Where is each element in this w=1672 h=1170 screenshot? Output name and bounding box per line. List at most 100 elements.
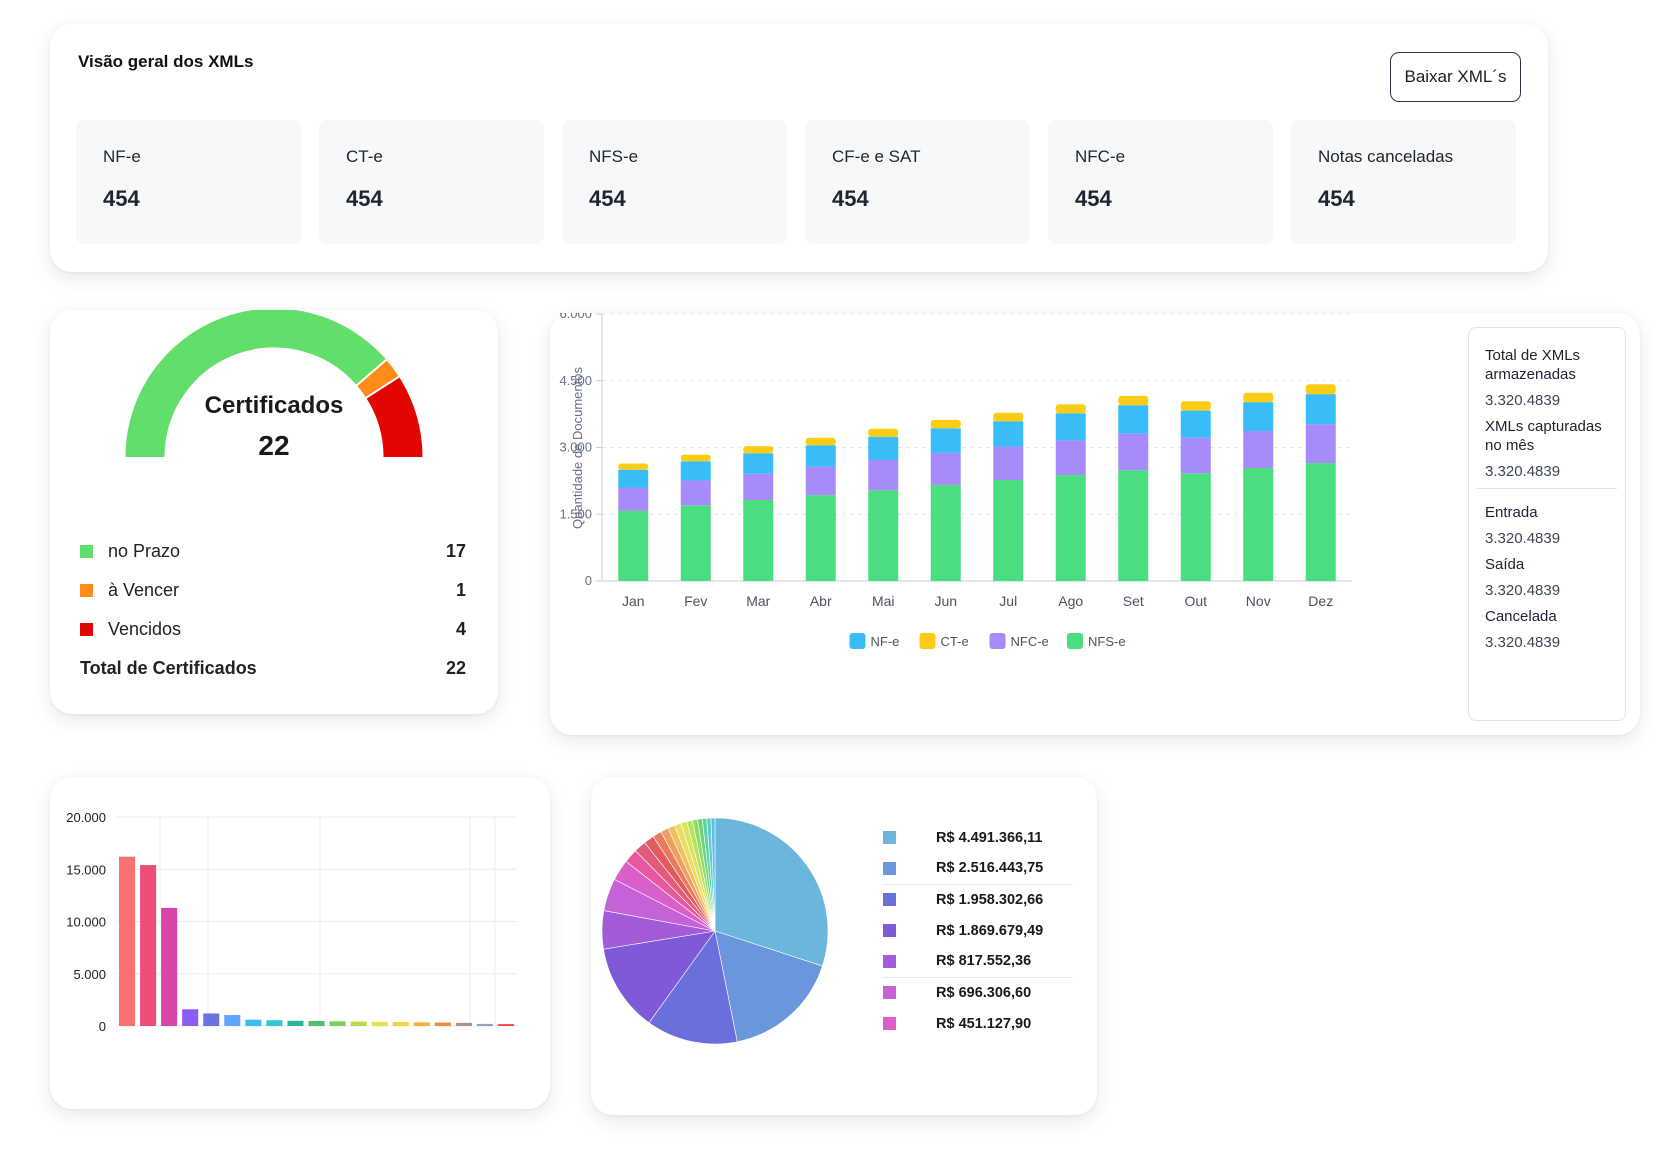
stat-card-cfe-sat[interactable]: CF-e e SAT 454 <box>805 120 1030 244</box>
bar-segment-nfc-e[interactable] <box>930 452 961 485</box>
bar-segment-ct-e[interactable] <box>1180 401 1211 411</box>
bar[interactable] <box>329 1021 346 1026</box>
bar-segment-nfc-e[interactable] <box>805 466 836 496</box>
bar-segment-nfs-e[interactable] <box>1118 470 1149 581</box>
pie-slice[interactable] <box>648 930 738 1045</box>
bar-segment-nf-e[interactable] <box>868 436 899 460</box>
y-tick-label: 10.000 <box>66 915 106 930</box>
legend-label[interactable]: NFC-e <box>1011 634 1049 649</box>
bar-segment-ct-e[interactable] <box>930 419 961 429</box>
bar-segment-nfc-e[interactable] <box>1180 437 1211 474</box>
pie-legend-item[interactable]: R$ 817.552,36 <box>883 945 1073 978</box>
bar-segment-nf-e[interactable] <box>930 428 961 453</box>
bar-segment-nfc-e[interactable] <box>868 459 899 491</box>
pie-legend-item[interactable]: R$ 1.958.302,66 <box>883 883 1073 916</box>
legend-label[interactable]: NF-e <box>871 634 900 649</box>
bar-segment-nfs-e[interactable] <box>680 505 711 581</box>
pie-slice[interactable] <box>714 930 823 1043</box>
bar-segment-ct-e[interactable] <box>868 428 899 437</box>
bar-segment-nfs-e[interactable] <box>743 500 774 581</box>
pie-slice[interactable] <box>603 930 716 1024</box>
bar[interactable] <box>497 1024 514 1026</box>
bar-segment-ct-e[interactable] <box>1305 384 1336 395</box>
bar[interactable] <box>140 865 157 1026</box>
stat-card-nfse[interactable]: NFS-e 454 <box>562 120 787 244</box>
legend-swatch <box>80 545 93 558</box>
bar-segment-ct-e[interactable] <box>1118 395 1149 406</box>
bar-segment-nf-e[interactable] <box>618 469 649 488</box>
bar-segment-nfc-e[interactable] <box>680 480 711 506</box>
bar-segment-nfs-e[interactable] <box>618 510 649 581</box>
bar-segment-nfc-e[interactable] <box>743 473 774 501</box>
bar-segment-nf-e[interactable] <box>1243 402 1274 432</box>
bar-segment-ct-e[interactable] <box>993 412 1024 422</box>
bar-segment-nfs-e[interactable] <box>1055 475 1086 581</box>
legend-label[interactable]: CT-e <box>941 634 969 649</box>
pie-legend-item[interactable]: R$ 1.869.679,49 <box>883 914 1073 947</box>
stat-card-canceled[interactable]: Notas canceladas 454 <box>1291 120 1516 244</box>
bar-segment-nf-e[interactable] <box>1055 413 1086 441</box>
bar-segment-nfs-e[interactable] <box>1180 473 1211 581</box>
bar-segment-nfc-e[interactable] <box>618 487 649 511</box>
pie-slice[interactable] <box>714 817 829 967</box>
bar-segment-nf-e[interactable] <box>1180 410 1211 438</box>
bar-segment-nfc-e[interactable] <box>1305 424 1336 464</box>
bar-segment-nfs-e[interactable] <box>1243 467 1274 581</box>
bar-segment-ct-e[interactable] <box>1055 404 1086 414</box>
stat-card-cte[interactable]: CT-e 454 <box>319 120 544 244</box>
pie-legend-item[interactable]: R$ 451.127,90 <box>883 1007 1073 1040</box>
stat-card-nfe[interactable]: NF-e 454 <box>76 120 301 244</box>
legend-swatch <box>80 623 93 636</box>
bar[interactable] <box>455 1022 472 1026</box>
bar-segment-nf-e[interactable] <box>1118 405 1149 434</box>
bar-segment-nfs-e[interactable] <box>930 484 961 581</box>
summary-month-value: 3.320.4839 <box>1485 463 1561 480</box>
bar-segment-nfc-e[interactable] <box>1118 433 1149 471</box>
bar-segment-nfs-e[interactable] <box>993 479 1024 581</box>
bar[interactable] <box>434 1022 451 1026</box>
bar-segment-nf-e[interactable] <box>680 461 711 481</box>
bar-segment-nfc-e[interactable] <box>1055 440 1086 476</box>
bar-segment-nfc-e[interactable] <box>993 446 1024 480</box>
legend-label[interactable]: NFS-e <box>1088 634 1126 649</box>
bar-segment-nf-e[interactable] <box>743 453 774 474</box>
bar-segment-ct-e[interactable] <box>1243 392 1274 403</box>
bar-segment-nf-e[interactable] <box>805 445 836 467</box>
pie-legend-item[interactable]: R$ 696.306,60 <box>883 976 1073 1009</box>
bar-segment-nfs-e[interactable] <box>805 495 836 581</box>
bar[interactable] <box>161 907 178 1026</box>
stat-card-nfce[interactable]: NFC-e 454 <box>1048 120 1273 244</box>
summary-total-value: 3.320.4839 <box>1485 392 1561 409</box>
download-xmls-button[interactable]: Baixar XML´s <box>1390 52 1521 102</box>
bar-segment-ct-e[interactable] <box>680 454 711 462</box>
stat-value: 454 <box>1075 186 1112 211</box>
legend-amount: R$ 1.958.302,66 <box>936 891 1044 908</box>
y-axis-label: Quantidade de Documentos <box>570 367 585 529</box>
pie-legend-item[interactable]: R$ 4.491.366,11 <box>883 821 1073 854</box>
bar-segment-ct-e[interactable] <box>618 463 649 470</box>
bar-segment-nfs-e[interactable] <box>868 490 899 581</box>
bar[interactable] <box>224 1015 241 1026</box>
bar[interactable] <box>476 1023 493 1026</box>
bar[interactable] <box>266 1020 283 1026</box>
bar-segment-nf-e[interactable] <box>993 421 1024 447</box>
bar[interactable] <box>392 1022 409 1026</box>
bar-segment-ct-e[interactable] <box>743 446 774 454</box>
y-tick-label: 0 <box>99 1019 106 1034</box>
bar[interactable] <box>119 856 136 1026</box>
pie-slice[interactable] <box>710 817 716 932</box>
bar[interactable] <box>245 1019 262 1026</box>
bar[interactable] <box>350 1021 367 1026</box>
bar[interactable] <box>287 1020 304 1026</box>
bar[interactable] <box>182 1009 199 1026</box>
bar-segment-ct-e[interactable] <box>805 437 836 446</box>
bar-segment-nfc-e[interactable] <box>1243 431 1274 468</box>
bar-segment-nfs-e[interactable] <box>1305 463 1336 581</box>
bar[interactable] <box>371 1021 388 1026</box>
bar[interactable] <box>308 1020 325 1026</box>
pie-legend-item[interactable]: R$ 2.516.443,75 <box>883 852 1073 885</box>
bar-segment-nf-e[interactable] <box>1305 394 1336 425</box>
legend-swatch <box>1067 633 1083 649</box>
bar[interactable] <box>203 1013 220 1026</box>
bar[interactable] <box>413 1022 430 1026</box>
